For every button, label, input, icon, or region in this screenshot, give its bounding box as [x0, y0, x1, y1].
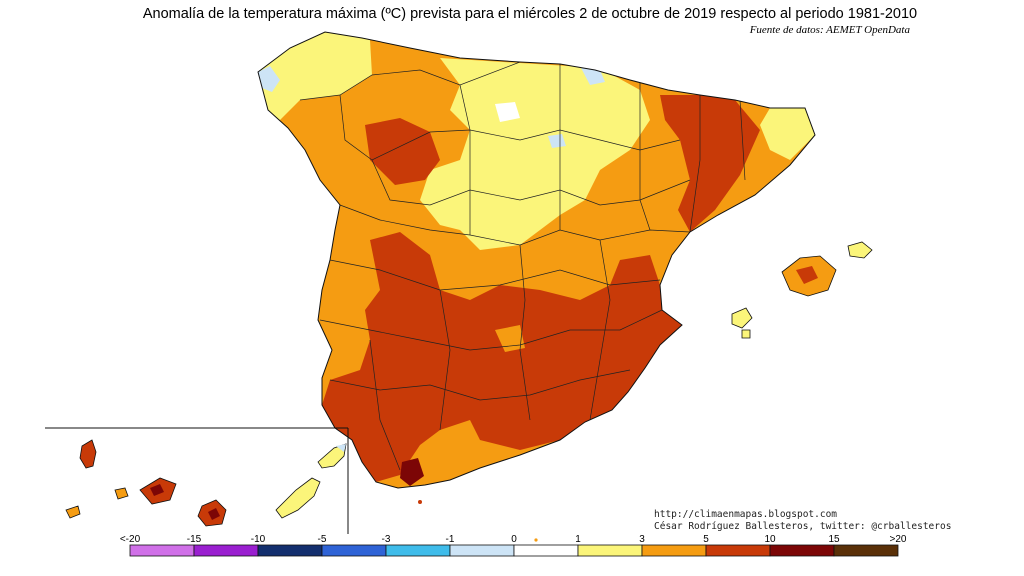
legend-tick-label: 1: [575, 534, 581, 545]
legend-swatch: [321, 544, 387, 557]
map-title: Anomalía de la temperatura máxima (ºC) p…: [142, 6, 918, 22]
data-source: Fuente de datos: AEMET OpenData: [749, 24, 910, 36]
color-legend: <-20 -15 -10 -5 -3 -1 0 1 3 5 10 15 >20: [120, 534, 907, 557]
legend-tick-label: 0: [511, 534, 517, 545]
melilla: [534, 538, 538, 542]
legend-swatch: [769, 544, 835, 557]
legend-tick-label: 15: [828, 534, 840, 545]
anomaly-zone-10-15: [400, 458, 424, 486]
legend-tick-label: 3: [639, 534, 645, 545]
blog-url: http://climaenmapas.blogspot.com: [654, 509, 838, 520]
iberian-peninsula: [257, 31, 816, 489]
anomaly-zone-neg: [258, 66, 280, 92]
anomaly-zone-5-10: [365, 118, 440, 185]
legend-swatch: [705, 544, 771, 557]
legend-tick-label: <-20: [120, 534, 141, 545]
anomaly-zone-5-10: [322, 232, 682, 482]
canary-islands-inset: [45, 427, 349, 534]
ceuta: [418, 500, 422, 504]
legend-tick-label: 10: [764, 534, 776, 545]
anomaly-zone-1-3: [420, 58, 650, 250]
credits: http://climaenmapas.blogspot.com César R…: [654, 509, 951, 533]
legend-tick-label: -1: [446, 534, 455, 545]
legend-swatch: [129, 544, 195, 557]
legend-swatch: [641, 544, 707, 557]
legend-tick-label: -5: [318, 534, 327, 545]
legend-swatch: [385, 544, 451, 557]
legend-swatch: [193, 544, 259, 557]
legend-swatch: [257, 544, 323, 557]
author-credit: César Rodríguez Ballesteros, twitter: @c…: [654, 521, 952, 532]
anomaly-zone-1-3: [258, 32, 372, 120]
balearic-islands: [731, 241, 873, 339]
legend-swatch: [577, 544, 643, 557]
anomaly-zone-1-3: [760, 108, 815, 160]
legend-tick-label: -3: [382, 534, 391, 545]
legend-tick-label: -15: [187, 534, 202, 545]
legend-swatch: [833, 544, 899, 557]
anomaly-zone-neg: [495, 102, 520, 122]
anomaly-zone-neg: [548, 134, 566, 148]
anomaly-zone-5-10: [660, 95, 760, 232]
legend-swatch: [513, 544, 579, 557]
legend-swatch: [449, 544, 515, 557]
legend-tick-label: 5: [703, 534, 709, 545]
legend-tick-label: -10: [251, 534, 266, 545]
legend-tick-label: >20: [890, 534, 907, 545]
